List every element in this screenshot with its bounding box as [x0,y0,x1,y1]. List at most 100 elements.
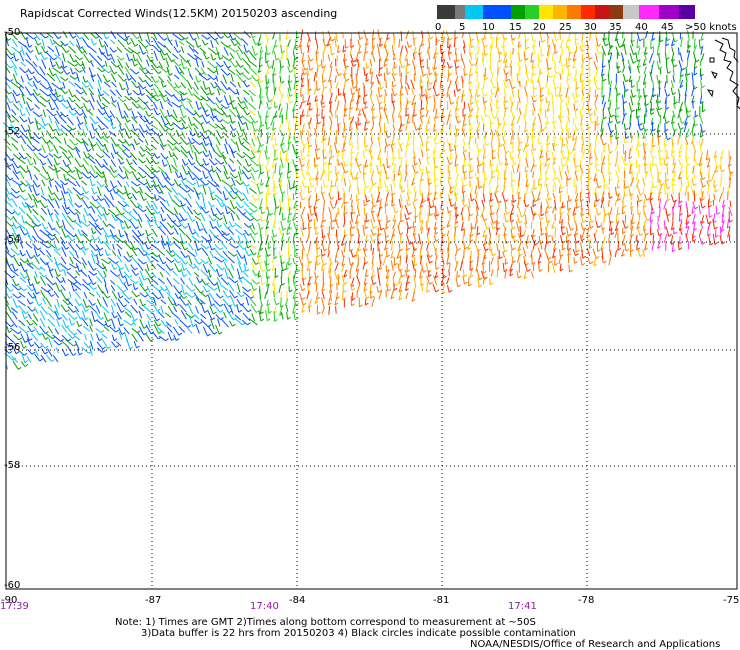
wind-barb [672,212,674,221]
wind-barb [454,227,457,238]
wind-barb [300,80,304,88]
wind-barb [34,104,40,110]
wind-barb [321,136,324,143]
wind-barb [483,102,487,110]
wind-barb [350,171,354,180]
wind-barb [225,206,228,214]
wind-barb [413,46,417,54]
legend-swatch [525,5,539,19]
wind-barb [46,171,52,181]
wind-barb [568,51,571,61]
wind-barb-flag [170,123,174,127]
wind-barb [593,233,597,243]
wind-barb [223,222,228,229]
wind-barb-flag [10,56,14,60]
wind-barb [343,102,346,112]
wind-barb [665,226,670,237]
wind-barb [123,102,130,111]
wind-barb-flag [296,36,300,39]
wind-barb [662,109,667,119]
wind-barb [81,66,86,74]
wind-barb [575,242,577,253]
wind-barb-flag [194,56,199,60]
wind-barb-flag [366,121,371,125]
wind-barb-flag [142,175,147,179]
wind-barb [61,129,68,137]
wind-barb-flag [428,72,433,76]
wind-barb-flag [101,171,105,175]
wind-barb [397,107,402,118]
wind-barb [602,206,606,216]
wind-barb [629,164,632,174]
wind-barb-flag [10,65,14,69]
wind-barb [144,164,153,174]
wind-barb [628,185,631,197]
wind-barb [435,71,437,83]
wind-barb-flag [120,161,125,165]
wind-barb [362,247,367,258]
wind-barb [200,179,206,186]
wind-barb [377,149,381,160]
wind-barb-flag [421,114,425,118]
wind-barb-flag [15,226,20,230]
wind-barb-flag [184,225,189,229]
wind-barb [510,205,515,216]
wind-barb [656,60,660,69]
wind-barb-flag [86,155,91,159]
wind-barb [103,143,109,153]
wind-barb-flag [37,93,41,96]
wind-barb [75,180,81,188]
wind-barb [306,108,310,117]
wind-barb [483,73,486,80]
wind-barb-flag [524,169,529,173]
wind-barb [257,37,261,46]
wind-barb [286,226,289,235]
wind-barb [315,38,319,49]
wind-barb-flag [183,66,188,70]
wind-barb [595,193,597,202]
wind-barb [700,46,704,55]
wind-barb [670,59,675,68]
legend-label: 15 [509,22,522,33]
wind-barb [384,43,388,54]
wind-barb-flag [206,120,210,124]
wind-barb [188,151,194,160]
wind-barb-flag [449,162,453,165]
wind-barb-flag [575,169,580,173]
wind-barb [81,108,87,119]
wind-barb [82,47,88,55]
wind-barb-flag [624,185,629,189]
wind-barb-flag [254,120,259,124]
wind-barb [144,192,153,200]
wind-barb [75,89,81,95]
wind-barb-flag [22,253,26,257]
wind-barb [481,37,485,48]
wind-barb [645,30,648,39]
wind-barb-flag [483,37,487,41]
wind-barb [314,127,318,138]
wind-barb [439,179,443,187]
wind-barb-flag [169,114,173,118]
wind-barb [552,206,556,214]
wind-barb-flag [64,191,69,195]
wind-barb [440,51,444,62]
wind-barb-flag [80,106,84,109]
wind-barb [496,81,500,92]
wind-barb [370,228,374,236]
wind-barb [635,159,638,168]
wind-barb [322,149,325,159]
wind-barb-flag [86,99,91,103]
wind-barb [298,38,303,48]
wind-barb-flag [102,144,107,147]
wind-barb [369,67,372,75]
wind-barb [419,130,421,138]
wind-barb-flag [260,143,264,147]
wind-barb [650,39,652,49]
wind-barb [195,159,202,167]
wind-barb-flag [457,248,461,251]
wind-barb [525,72,530,82]
wind-barb [572,60,576,69]
wind-barb-flag [315,177,319,181]
wind-barb-flag [281,50,285,54]
wind-barb [488,228,491,235]
